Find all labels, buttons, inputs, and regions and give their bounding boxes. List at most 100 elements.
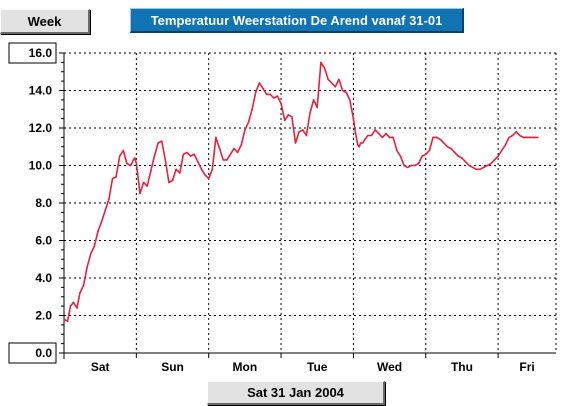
temperature-data-point [309, 112, 311, 114]
temperature-data-point [82, 284, 85, 287]
temperature-data-point [100, 221, 103, 223]
temperature-data-point [150, 170, 152, 172]
temperature-data-point [222, 159, 224, 161]
temperature-data-point [443, 142, 445, 144]
y-axis-tick-labels: 0.0 2.0 4.0 6.0 8.0 10.0 12.0 14.0 16.0 [8, 42, 57, 364]
temperature-data-point [104, 209, 106, 212]
temperature-data-point [298, 131, 300, 133]
temperature-data-point [364, 138, 366, 141]
temperature-data-point [497, 155, 499, 157]
temperature-data-point [439, 138, 442, 141]
temperature-data-point [215, 136, 217, 139]
temperature-data-point [189, 155, 192, 157]
temperature-data-point [457, 155, 460, 157]
temperature-data-point [522, 136, 525, 139]
temperature-data-point [262, 87, 264, 90]
temperature-data-point [76, 307, 78, 309]
temperature-data-point [240, 144, 243, 146]
temperature-data-point [72, 301, 75, 304]
temperature-data-point [233, 147, 235, 150]
temperature-data-point [362, 142, 364, 144]
temperature-data-point [511, 134, 514, 137]
temperature-data-point [323, 67, 326, 69]
y-tick-label: 2.0 [35, 309, 52, 323]
temperature-data-point [182, 153, 185, 156]
temperature-data-point [134, 157, 136, 159]
temperature-data-point [142, 181, 145, 184]
temperature-data-point [287, 114, 290, 116]
temperature-data-point [349, 99, 351, 101]
temperature-data-point [200, 168, 203, 171]
temperature-data-point [236, 151, 239, 154]
temperature-data-point [504, 144, 507, 146]
temperature-data-point [269, 93, 272, 96]
temperature-data-point [529, 136, 532, 139]
temperature-data-point [63, 318, 65, 321]
temperature-data-point [472, 166, 474, 169]
temperature-data-point [475, 168, 478, 171]
temperature-data-point [515, 131, 517, 133]
temperature-data-point [179, 172, 181, 174]
temperature-data-point [338, 78, 340, 81]
x-day-label: Sat [91, 360, 110, 374]
grid-lines [64, 52, 557, 353]
temperature-data-point [305, 134, 308, 137]
temperature-data-point [468, 164, 471, 167]
temperature-data-point [392, 136, 395, 139]
temperature-data-point [251, 108, 253, 111]
temperature-data-point [320, 61, 322, 64]
y-tick-label-box [8, 342, 57, 364]
y-tick-label: 8.0 [35, 196, 52, 210]
temperature-data-point [381, 136, 384, 139]
x-day-label: Sun [161, 360, 184, 374]
temperature-data-point [97, 230, 99, 232]
temperature-data-point [334, 86, 337, 88]
y-tick-label: 10.0 [29, 159, 53, 173]
temperature-data-point [244, 129, 246, 131]
temperature-data-point [482, 166, 485, 169]
temperature-data-point [490, 162, 492, 165]
temperature-data-point [122, 149, 125, 152]
temperature-series-line [63, 61, 538, 322]
temperature-data-point [316, 106, 319, 109]
temperature-data-point [377, 132, 380, 135]
temperature-data-point [153, 155, 156, 157]
temperature-data-point [302, 129, 304, 131]
temperature-data-point [519, 134, 521, 137]
date-navigation-button[interactable]: Sat 31 Jan 2004 [207, 381, 385, 405]
temperature-data-point [421, 155, 423, 157]
temperature-data-point [435, 136, 438, 139]
temperature-data-point [403, 164, 405, 167]
temperature-data-point [354, 132, 357, 135]
temperature-data-point [370, 134, 373, 137]
temperature-data-point [139, 192, 141, 195]
temperature-data-point [385, 132, 387, 135]
temperature-data-point [79, 292, 81, 294]
temperature-data-point [186, 151, 188, 154]
temperature-data-point [428, 149, 431, 152]
temperature-data-point [226, 159, 228, 161]
temperature-data-point [464, 161, 467, 163]
temperature-data-point [126, 162, 128, 165]
x-day-label: Tue [307, 360, 328, 374]
y-tick-label: 12.0 [29, 121, 53, 135]
temperature-data-point [66, 320, 69, 322]
temperature-data-point [86, 266, 88, 268]
temperature-data-point [358, 146, 361, 148]
temperature-data-point [265, 93, 268, 96]
temperature-data-point [453, 151, 456, 154]
temperature-data-point [157, 142, 159, 144]
temperature-data-point [533, 136, 536, 139]
temperature-data-point [374, 129, 376, 131]
temperature-data-point [399, 155, 402, 157]
temperature-data-point [258, 82, 261, 84]
chart-title: Temperatuur Weerstation De Arend vanaf 3… [130, 8, 464, 33]
temperature-data-point [388, 136, 391, 139]
x-day-label: Mon [233, 360, 258, 374]
period-week-button[interactable]: Week [0, 9, 90, 34]
temperature-data-point [168, 181, 170, 184]
temperature-data-point [218, 147, 221, 150]
temperature-data-point [526, 136, 528, 139]
temperature-data-point [283, 119, 286, 122]
